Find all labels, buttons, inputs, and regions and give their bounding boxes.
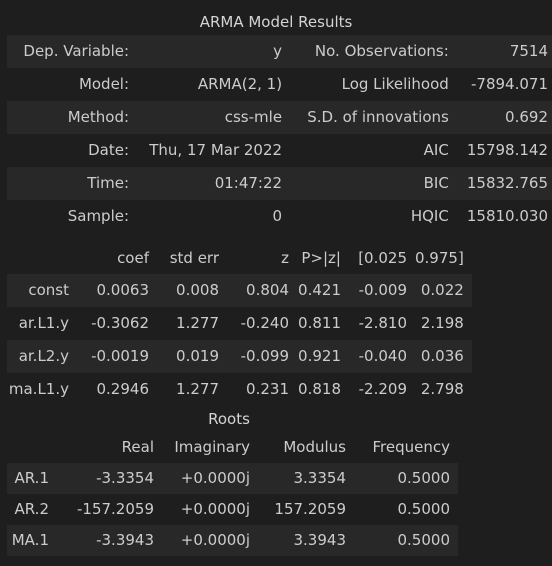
term-name: ar.L2.y xyxy=(7,340,73,373)
table-row: AR.2 -157.2059 +0.0000j 157.2059 0.5000 xyxy=(7,494,458,525)
roots-caption: Roots xyxy=(208,410,250,428)
row-label: S.D. of innovations xyxy=(286,101,453,134)
table-row: Method: css-mle S.D. of innovations 0.69… xyxy=(7,101,552,134)
table-cell: -2.209 xyxy=(358,380,407,398)
table-cell: +0.0000j xyxy=(162,463,258,494)
row-value: 0 xyxy=(272,207,283,225)
table-cell: -0.099 xyxy=(227,340,297,373)
table-cell: +0.0000j xyxy=(180,500,250,518)
table-cell: 0.5000 xyxy=(354,525,458,556)
row-value: Thu, 17 Mar 2022 xyxy=(149,141,283,159)
table-cell: 1.277 xyxy=(176,314,219,332)
row-value: 0.692 xyxy=(452,101,552,134)
table-cell: -0.3062 xyxy=(91,314,149,332)
table-cell: 0.811 xyxy=(298,314,341,332)
table-row: MA.1 -3.3943 +0.0000j 3.3943 0.5000 xyxy=(7,525,458,556)
table-cell: 157.2059 xyxy=(274,500,346,518)
table-cell: 0.818 xyxy=(298,380,341,398)
table-cell: 1.277 xyxy=(176,380,219,398)
table-cell: -0.240 xyxy=(240,314,289,332)
table-cell: -3.3943 xyxy=(57,525,162,556)
table-row: AR.1 -3.3354 +0.0000j 3.3354 0.5000 xyxy=(7,463,458,494)
table-cell: 0.921 xyxy=(297,340,349,373)
table-cell: 3.3943 xyxy=(258,525,354,556)
term-name: const xyxy=(7,274,73,307)
root-name: AR.2 xyxy=(14,500,49,518)
column-header: 0.975] xyxy=(415,249,464,267)
row-label: Dep. Variable: xyxy=(7,35,134,68)
results-caption: ARMA Model Results xyxy=(199,13,353,31)
column-header: Real xyxy=(121,438,154,456)
table-row: Date: Thu, 17 Mar 2022 AIC 15798.142 xyxy=(7,134,552,167)
table-row: Sample: 0 HQIC 15810.030 xyxy=(7,200,552,233)
column-header: std err xyxy=(169,249,219,267)
row-label: Time: xyxy=(7,167,134,200)
table-cell: 0.804 xyxy=(227,274,297,307)
table-cell: 0.5000 xyxy=(354,463,458,494)
row-value: 15810.030 xyxy=(466,207,548,225)
row-value: 01:47:22 xyxy=(133,167,287,200)
table-cell: 0.2946 xyxy=(96,380,150,398)
row-label: Log Likelihood xyxy=(341,75,449,93)
table-cell: 0.036 xyxy=(415,340,472,373)
root-name: MA.1 xyxy=(7,525,57,556)
table-cell: 2.798 xyxy=(420,380,464,398)
row-label: BIC xyxy=(286,167,453,200)
column-header: [0.025 xyxy=(358,249,407,267)
table-cell: 2.198 xyxy=(420,314,464,332)
row-label: AIC xyxy=(423,141,449,159)
coefficients-table: coef std err z P>|z| [0.025 0.975] const… xyxy=(7,243,472,406)
table-cell: +0.0000j xyxy=(162,525,258,556)
row-label: Date: xyxy=(88,141,130,159)
table-cell: -157.2059 xyxy=(77,500,154,518)
row-value: 15832.765 xyxy=(452,167,552,200)
table-cell: 0.022 xyxy=(415,274,472,307)
table-cell: -0.0019 xyxy=(73,340,157,373)
row-label: HQIC xyxy=(410,207,449,225)
row-label: Sample: xyxy=(67,207,130,225)
row-label: No. Observations: xyxy=(286,35,453,68)
column-header xyxy=(7,432,57,463)
table-row: Dep. Variable: y No. Observations: 7514 xyxy=(7,35,552,68)
column-header: z xyxy=(281,249,289,267)
table-cell: -3.3354 xyxy=(57,463,162,494)
column-header: Frequency xyxy=(372,438,451,456)
table-cell: 0.5000 xyxy=(397,500,451,518)
column-header: coef xyxy=(117,249,149,267)
table-cell: 0.231 xyxy=(246,380,289,398)
row-value: 7514 xyxy=(452,35,552,68)
table-row: Time: 01:47:22 BIC 15832.765 xyxy=(7,167,552,200)
table-header-row: coef std err z P>|z| [0.025 0.975] xyxy=(7,243,472,274)
row-value: y xyxy=(133,35,287,68)
row-label: Model: xyxy=(78,75,130,93)
column-header xyxy=(7,243,73,274)
table-cell: 0.019 xyxy=(157,340,227,373)
table-row: ar.L2.y -0.0019 0.019 -0.099 0.921 -0.04… xyxy=(7,340,472,373)
column-header: P>|z| xyxy=(301,249,341,267)
column-header: Imaginary xyxy=(174,438,250,456)
row-label: Method: xyxy=(7,101,134,134)
table-cell: -2.810 xyxy=(358,314,407,332)
table-row: Model: ARMA(2, 1) Log Likelihood -7894.0… xyxy=(7,68,552,101)
term-name: ar.L1.y xyxy=(18,314,69,332)
row-value: -7894.071 xyxy=(471,75,548,93)
table-row: const 0.0063 0.008 0.804 0.421 -0.009 0.… xyxy=(7,274,472,307)
table-cell: -0.040 xyxy=(349,340,415,373)
table-cell: 0.421 xyxy=(297,274,349,307)
table-row: ar.L1.y -0.3062 1.277 -0.240 0.811 -2.81… xyxy=(7,307,472,340)
model-results-table: Dep. Variable: y No. Observations: 7514 … xyxy=(7,35,552,233)
term-name: ma.L1.y xyxy=(8,380,69,398)
table-row: ma.L1.y 0.2946 1.277 0.231 0.818 -2.209 … xyxy=(7,373,472,406)
table-cell: 3.3354 xyxy=(258,463,354,494)
table-cell: -0.009 xyxy=(349,274,415,307)
table-header-row: Real Imaginary Modulus Frequency xyxy=(7,432,458,463)
table-cell: 0.0063 xyxy=(73,274,157,307)
roots-table: Real Imaginary Modulus Frequency AR.1 -3… xyxy=(7,432,458,556)
root-name: AR.1 xyxy=(7,463,57,494)
row-value: css-mle xyxy=(133,101,287,134)
column-header: Modulus xyxy=(283,438,346,456)
table-cell: 0.008 xyxy=(157,274,227,307)
row-value: ARMA(2, 1) xyxy=(197,75,283,93)
row-value: 15798.142 xyxy=(466,141,548,159)
